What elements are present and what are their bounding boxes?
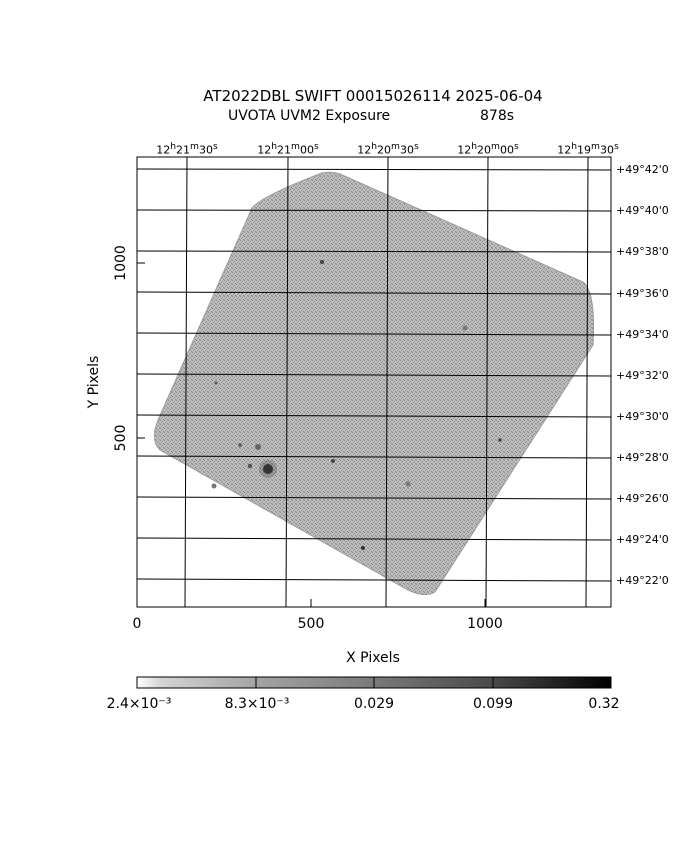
dec-tick-label: +49°28'0 [616,451,669,464]
dec-tick-label: +49°30'0 [616,410,669,423]
dec-tick-label: +49°26'0 [616,492,669,505]
y-axis-label: Y Pixels [86,355,102,409]
y-tick-label: 1000 [113,245,129,281]
ra-tick-label: 12h20m30s [357,141,419,157]
dec-tick-label: +49°36'0 [616,287,669,300]
dec-tick-label: +49°42'0 [616,163,669,176]
colorbar [136,676,612,689]
dec-grid [136,168,612,582]
plot-title: AT2022DBL SWIFT 00015026114 2025-06-04 [203,87,543,105]
dec-tick-label: +49°24'0 [616,533,669,546]
dec-tick-label: +49°22'0 [616,574,669,587]
x-tick-label: 0 [132,616,142,632]
colorbar-label: 0.32 [588,696,620,712]
pixel-ticks [136,262,486,607]
y-tick-label: 500 [113,424,129,452]
ra-tick-label: 12h20m00s [457,141,519,157]
x-axis-label: X Pixels [346,650,400,666]
colorbar-label: 8.3×10⁻³ [224,696,290,712]
ra-grid [184,156,589,608]
x-tick-label: 500 [297,616,325,632]
ra-tick-label: 12h19m30s [557,141,619,157]
exposure-value: 878s [480,108,515,124]
plot-frame [136,156,612,608]
dec-tick-label: +49°34'0 [616,328,669,341]
plot-subtitle: UVOTA UVM2 Exposure [228,108,391,124]
x-tick-label: 1000 [467,616,503,632]
colorbar-label: 0.099 [472,696,514,712]
colorbar-label: 2.4×10⁻³ [106,696,172,712]
dec-tick-label: +49°32'0 [616,369,669,382]
dec-tick-label: +49°40'0 [616,204,669,217]
dec-tick-label: +49°38'0 [616,245,669,258]
colorbar-label: 0.029 [353,696,395,712]
ra-tick-label: 12h21m30s [156,141,218,157]
ra-tick-label: 12h21m00s [257,141,319,157]
exposure-field [154,171,595,596]
bright-source [263,464,273,474]
